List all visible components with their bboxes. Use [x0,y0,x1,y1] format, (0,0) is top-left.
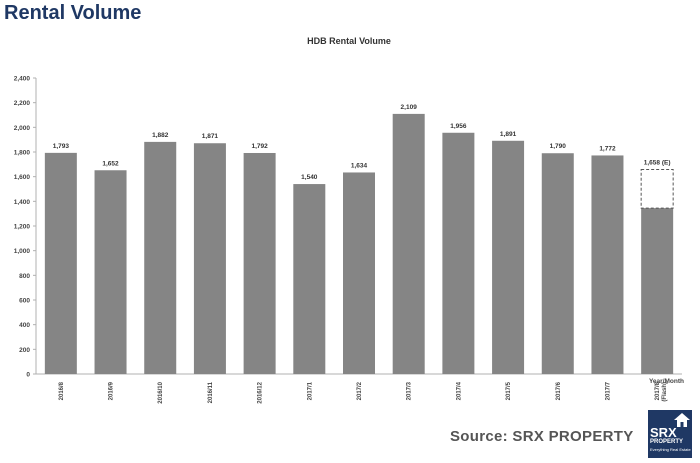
y-tick-label: 2,400 [14,76,31,83]
y-tick-label: 0 [26,372,30,379]
data-label: 1,891 [500,131,517,138]
bar [343,172,375,374]
x-tick-label: 2017/2 [357,381,363,400]
x-tick-label: 2017/5 [506,381,512,400]
data-label: 1,658 (E) [644,160,671,167]
x-tick-label: 2017/3 [407,381,413,400]
page-title: Rental Volume [4,2,142,24]
data-label: 1,790 [550,143,567,150]
x-tick-label: 2017/7 [605,381,611,400]
bar [293,184,326,374]
bar-flash [641,208,674,374]
data-label: 1,882 [152,132,169,139]
bar [144,141,177,374]
source-label: Source: SRX PROPERTY [450,428,634,445]
x-tick-label: 2017/4 [456,381,462,400]
logo-subtitle: PROPERTY [650,439,684,445]
x-tick-label: 2017/6 [556,381,562,400]
y-tick-label: 1,000 [14,248,31,255]
x-axis-label: Year/Month [649,378,684,385]
y-tick-label: 800 [19,273,30,280]
house-icon [674,413,690,427]
y-tick-label: 1,200 [14,224,31,231]
data-label: 1,792 [251,143,268,150]
logo-tagline: Everything Real Estate [650,447,691,452]
x-tick-label: 2017/1 [307,381,313,400]
x-tick-label: 2016/11 [208,381,214,403]
x-tick-label: 2016/12 [258,381,264,403]
chart-title: HDB Rental Volume [307,36,391,46]
y-tick-label: 600 [19,298,30,305]
bar [541,153,574,374]
y-tick-label: 2,200 [14,100,31,107]
bar [44,152,77,374]
x-tick-label: 2016/8 [59,381,65,400]
bar [392,113,425,374]
x-tick-label: 2017/8(Flash) [655,381,668,401]
x-tick-label: 2016/10 [158,381,164,403]
y-tick-label: 2,000 [14,125,31,132]
y-tick-label: 400 [19,322,30,329]
bar [243,152,276,374]
y-tick-label: 1,400 [14,199,31,206]
x-tick-label: 2016/9 [109,381,115,400]
bar [193,143,226,374]
bar-estimate-outline [640,169,674,209]
data-label: 1,772 [599,145,616,152]
data-label: 1,540 [301,174,318,181]
data-label: 1,956 [450,123,467,130]
bar [591,155,624,374]
logo-brand: SRX [650,425,677,440]
y-tick-label: 200 [19,347,30,354]
y-tick-label: 1,600 [14,174,31,181]
data-label: 1,793 [53,143,70,150]
data-label: 1,871 [202,133,219,140]
data-label: 2,109 [401,104,418,111]
bar [442,132,475,374]
data-label: 1,652 [102,160,119,167]
bar [492,140,525,374]
bar [94,170,127,374]
srx-logo: SRX PROPERTY Everything Real Estate [648,410,692,458]
y-tick-label: 1,800 [14,150,31,157]
data-label: 1,634 [351,162,368,169]
